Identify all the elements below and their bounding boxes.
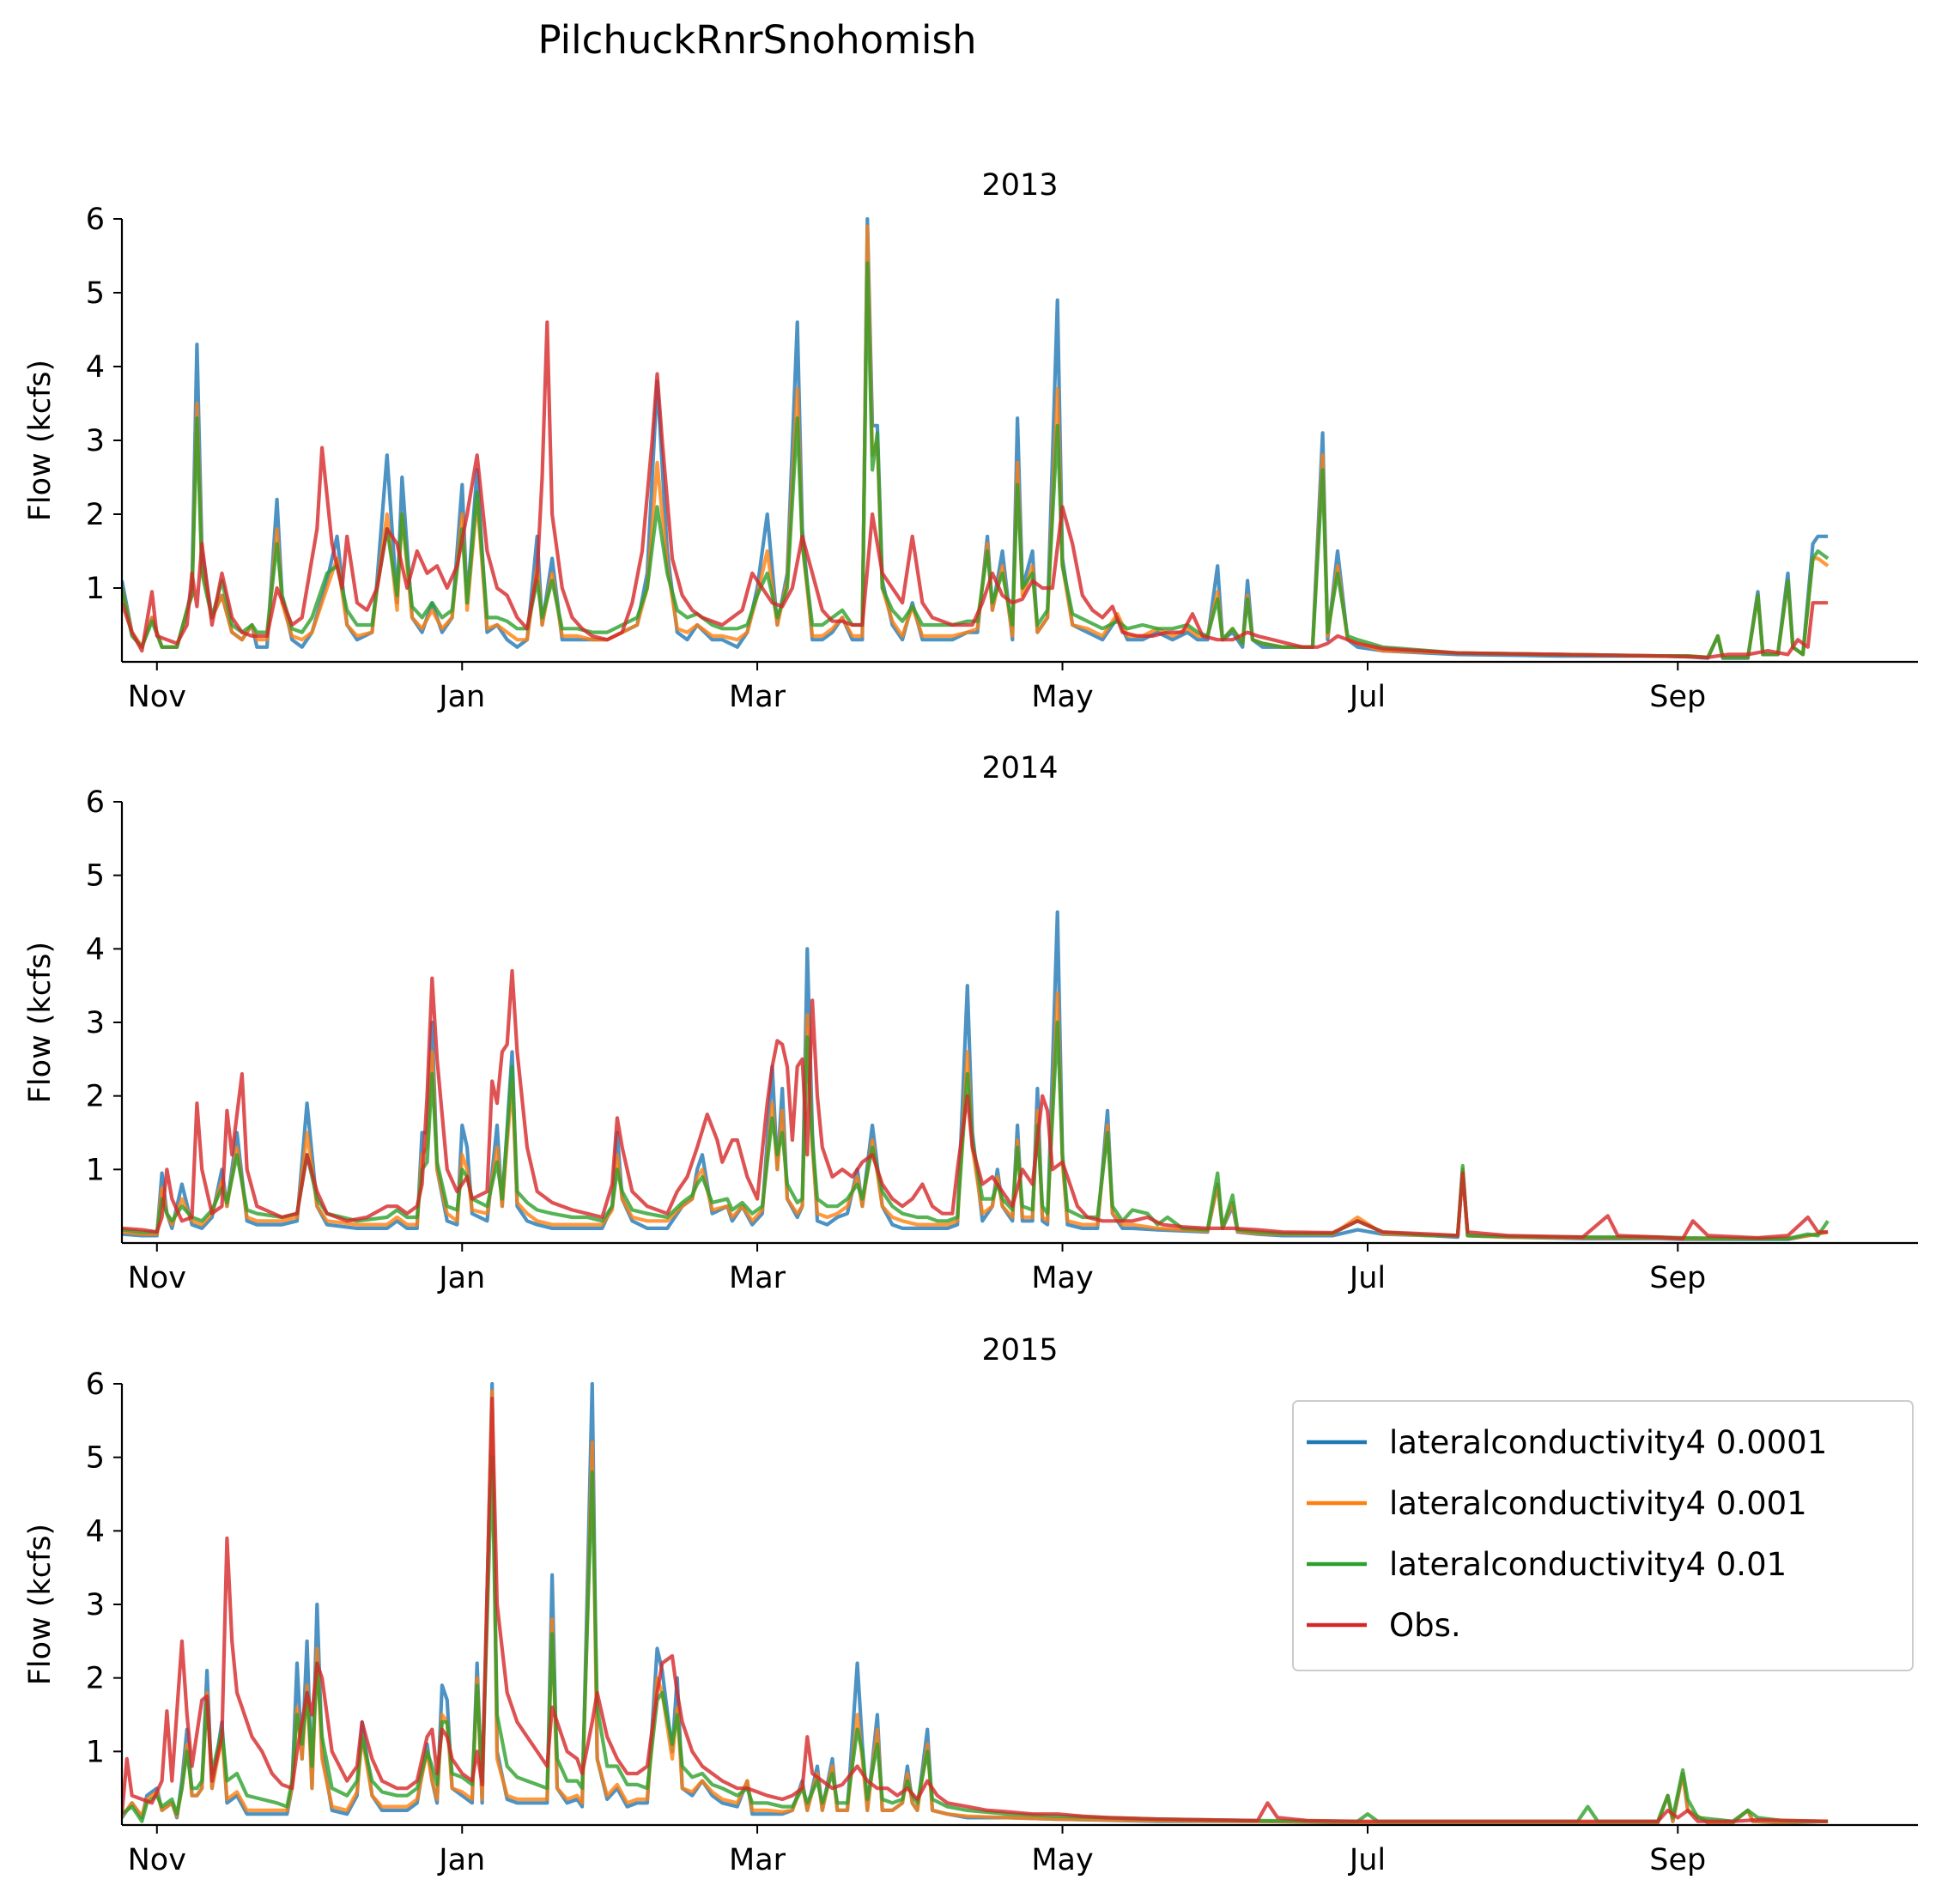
x-tick-label: Sep bbox=[1649, 1261, 1706, 1295]
series-line bbox=[122, 991, 1829, 1240]
series-line bbox=[122, 968, 1829, 1240]
figure-title: PilchuckRnrSnohomish bbox=[538, 17, 977, 63]
panel-title: 2013 bbox=[981, 168, 1058, 203]
x-tick-label: Jul bbox=[1348, 1261, 1386, 1295]
y-tick-label: 1 bbox=[86, 1735, 105, 1769]
x-tick-label: Jul bbox=[1348, 680, 1386, 714]
series-group bbox=[122, 1382, 1829, 1825]
x-tick-label: May bbox=[1031, 680, 1093, 714]
y-tick-label: 4 bbox=[86, 350, 105, 385]
y-tick-label: 3 bbox=[86, 1006, 105, 1040]
legend-frame bbox=[1292, 1400, 1914, 1671]
y-tick-label: 1 bbox=[86, 1153, 105, 1187]
legend-label: lateralconductivity4 0.0001 bbox=[1389, 1424, 1827, 1461]
x-tick-label: May bbox=[1031, 1843, 1093, 1877]
y-tick-label: 5 bbox=[86, 859, 105, 894]
y-tick-label: 6 bbox=[86, 203, 105, 237]
x-tick-label: May bbox=[1031, 1261, 1093, 1295]
x-tick-label: Nov bbox=[128, 1261, 186, 1295]
series-line bbox=[122, 910, 1829, 1241]
panel-2014: 1 2 3 4 5 6 Nov Jan Mar May Jul Sep 2014 Flow (kcfs) bbox=[23, 751, 1918, 1295]
x-tick-label: Mar bbox=[729, 1843, 786, 1877]
y-tick-label: 5 bbox=[86, 1441, 105, 1476]
legend-label: lateralconductivity4 0.01 bbox=[1389, 1546, 1787, 1583]
legend: lateralconductivity4 0.0001 lateralconduc… bbox=[1292, 1400, 1914, 1671]
y-tick-label: 4 bbox=[86, 1514, 105, 1549]
series-line bbox=[122, 261, 1830, 659]
y-tick-label: 5 bbox=[86, 276, 105, 311]
y-tick-label: 3 bbox=[86, 1588, 105, 1622]
series-line bbox=[122, 1397, 1829, 1823]
x-tick-label: Jan bbox=[437, 1261, 485, 1295]
y-tick-label: 6 bbox=[86, 1367, 105, 1402]
series-group bbox=[122, 910, 1830, 1241]
panel-2013: 1 2 3 4 5 6 Nov Jan Mar May Jul Sep 2013 Flow (kcfs) bbox=[23, 168, 1918, 714]
x-tick-label: Jan bbox=[437, 1843, 485, 1877]
x-tick-label: Sep bbox=[1649, 1843, 1706, 1877]
series-line bbox=[122, 1020, 1830, 1240]
y-tick-label: 4 bbox=[86, 932, 105, 967]
y-tick-label: 2 bbox=[86, 1080, 105, 1114]
y-axis-label: Flow (kcfs) bbox=[23, 942, 58, 1103]
x-tick-label: Sep bbox=[1649, 680, 1706, 714]
x-tick-label: Nov bbox=[128, 680, 186, 714]
panel-2015: 1 2 3 4 5 6 Nov Jan Mar May Jul Sep 2015 Flow (kcfs) bbox=[23, 1333, 1918, 1877]
x-tick-label: Jan bbox=[437, 680, 485, 714]
y-tick-label: 6 bbox=[86, 785, 105, 820]
x-tick-label: Nov bbox=[128, 1843, 186, 1877]
legend-label: lateralconductivity4 0.001 bbox=[1389, 1485, 1807, 1522]
panel-title: 2014 bbox=[981, 751, 1058, 785]
y-axis-label: Flow (kcfs) bbox=[23, 1524, 58, 1685]
panel-title: 2015 bbox=[981, 1333, 1058, 1367]
x-tick-label: Jul bbox=[1348, 1843, 1386, 1877]
x-tick-label: Mar bbox=[729, 1261, 786, 1295]
legend-label: Obs. bbox=[1389, 1607, 1461, 1644]
y-tick-label: 1 bbox=[86, 572, 105, 606]
y-tick-label: 2 bbox=[86, 1662, 105, 1696]
y-tick-label: 3 bbox=[86, 424, 105, 458]
series-group bbox=[122, 217, 1830, 660]
series-line bbox=[122, 320, 1829, 659]
y-tick-label: 2 bbox=[86, 498, 105, 532]
y-axis-label: Flow (kcfs) bbox=[23, 360, 58, 521]
x-tick-label: Mar bbox=[729, 680, 786, 714]
